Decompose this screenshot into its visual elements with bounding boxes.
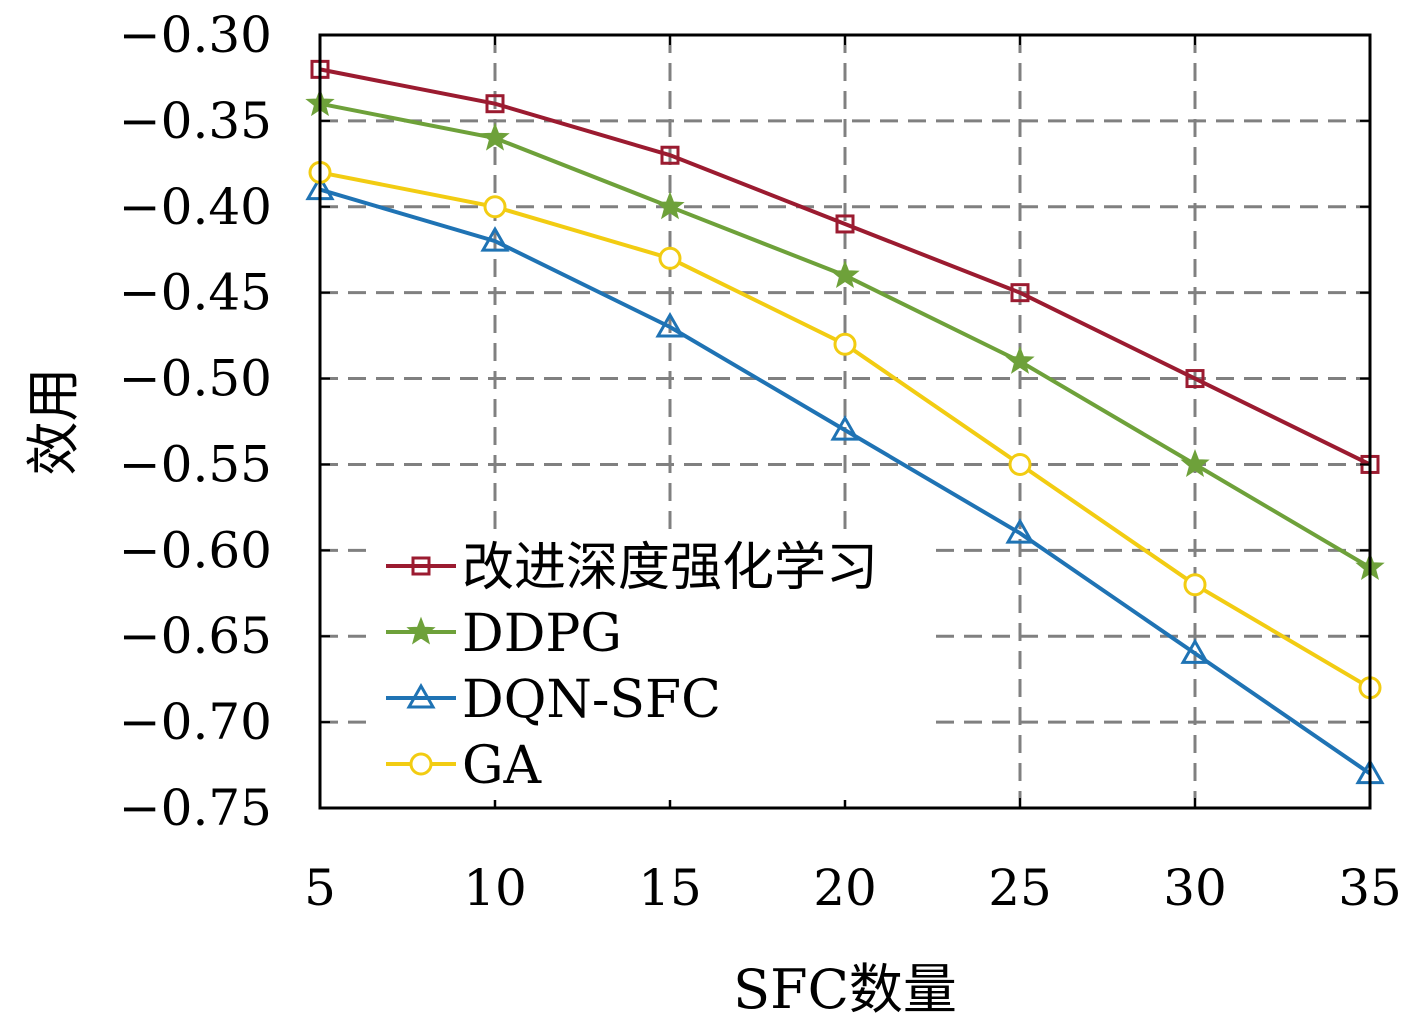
data-point-triangle [1005, 518, 1035, 544]
x-tick-label: 5 [304, 859, 336, 917]
legend-item: GA [386, 736, 543, 796]
x-tick-label: 10 [463, 859, 527, 917]
x-tick-label: 35 [1338, 859, 1402, 917]
legend-label: DDPG [462, 604, 622, 664]
x-tick-label: 25 [988, 859, 1052, 917]
x-tick-label: 30 [1163, 859, 1227, 917]
series-layer [305, 59, 1385, 785]
data-point-circle [1008, 452, 1032, 476]
y-tick-label: −0.35 [119, 92, 272, 150]
y-tick-label: −0.50 [119, 350, 272, 408]
data-point-triangle [655, 311, 685, 338]
y-axis-ticks: −0.30 −0.35 −0.40 −0.45 −0.50 −0.55 −0.60 −0.65… [119, 6, 1370, 837]
y-axis-label: 效用 [22, 368, 85, 476]
y-tick-label: −0.65 [119, 607, 272, 665]
x-axis-label: SFC数量 [733, 958, 957, 1020]
x-tick-label: 15 [638, 859, 702, 917]
data-point-circle [409, 752, 433, 776]
data-point-circle [483, 195, 507, 219]
data-point-star [655, 191, 685, 220]
series-group [305, 174, 1385, 785]
data-point-star [1180, 448, 1210, 477]
data-point-square [485, 94, 505, 114]
y-tick-label: −0.30 [119, 6, 272, 64]
series-line [319, 187, 1372, 776]
data-point-square [1185, 369, 1205, 389]
y-tick-label: −0.40 [119, 178, 272, 236]
data-point-triangle [1180, 638, 1210, 664]
legend-item: 改进深度强化学习 [386, 538, 878, 598]
y-tick-label: −0.55 [119, 435, 272, 493]
y-tick-label: −0.70 [119, 693, 272, 751]
data-point-star [1005, 345, 1035, 374]
y-tick-label: −0.60 [119, 521, 272, 579]
data-point-square [660, 145, 680, 165]
data-point-star [406, 616, 436, 645]
y-tick-label: −0.75 [119, 779, 272, 837]
data-point-star [830, 260, 860, 288]
data-point-square [835, 214, 855, 234]
data-point-triangle [830, 415, 860, 441]
legend-background [372, 532, 932, 800]
data-point-circle [658, 246, 682, 270]
data-point-triangle [406, 682, 436, 709]
data-point-star [480, 122, 510, 151]
legend-label: 改进深度强化学习 [462, 538, 878, 598]
data-point-square [411, 556, 431, 576]
legend-item: DDPG [386, 604, 622, 664]
series-group [310, 59, 1380, 474]
series-line [319, 67, 1371, 467]
legend-item: DQN-SFC [386, 670, 721, 730]
data-point-triangle [480, 226, 510, 252]
legend-label: DQN-SFC [462, 670, 721, 730]
data-point-circle [833, 332, 857, 356]
legend-label: GA [462, 736, 543, 796]
x-axis-ticks: 5 10 15 20 25 30 35 [304, 35, 1402, 917]
data-point-square [1010, 283, 1030, 303]
x-tick-label: 20 [813, 859, 877, 917]
y-tick-label: −0.45 [119, 264, 272, 322]
data-point-circle [1183, 573, 1207, 597]
